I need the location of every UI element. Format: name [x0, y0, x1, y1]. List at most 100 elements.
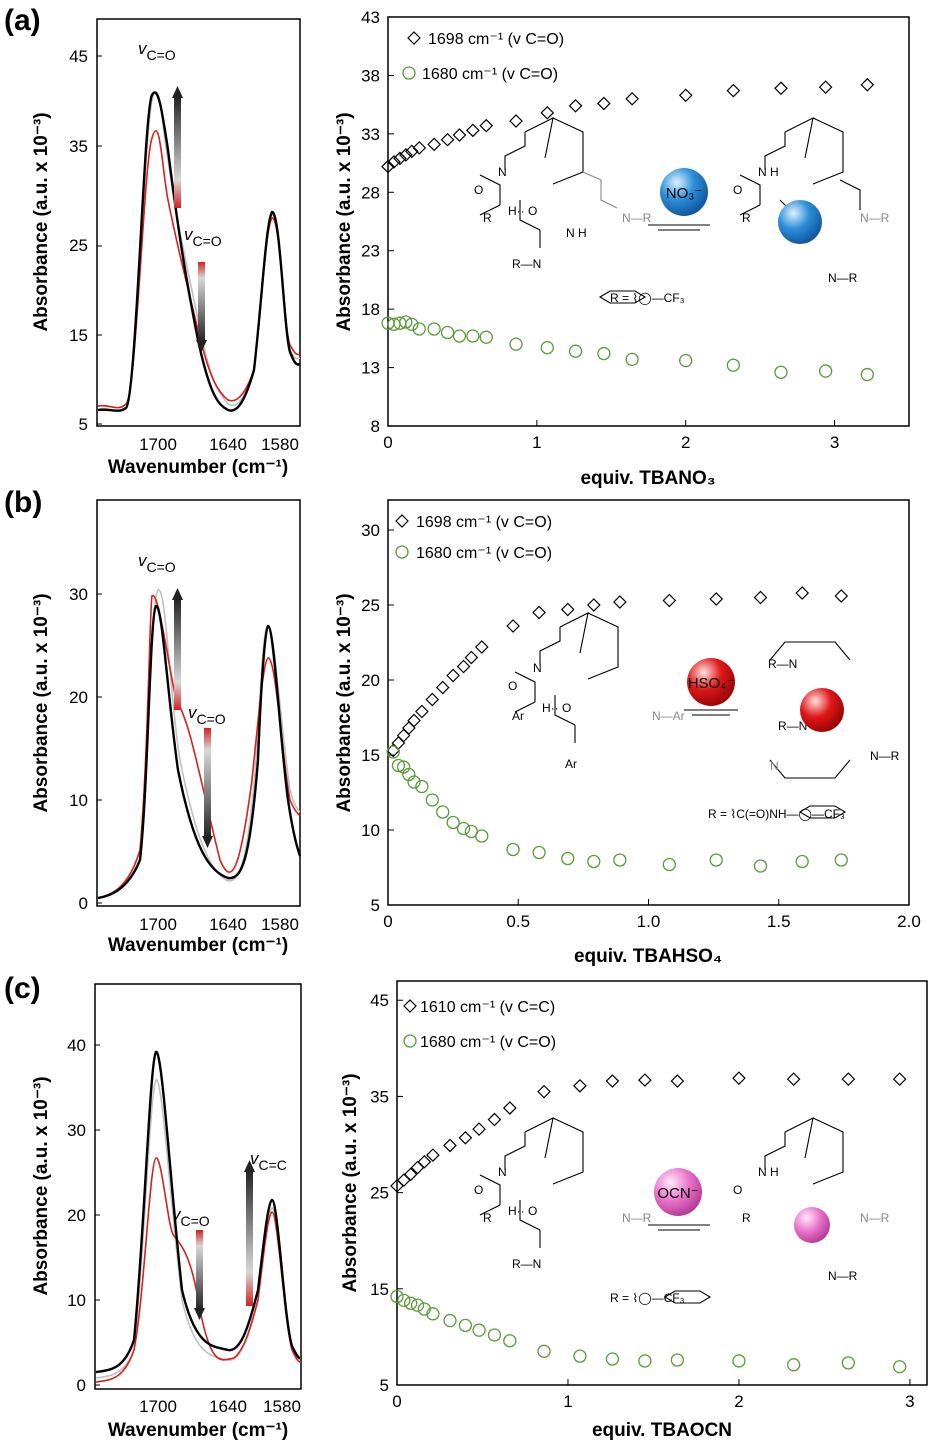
data-point-diamond — [404, 144, 419, 159]
ir-xtick-label: 1700 — [139, 435, 177, 454]
data-point-diamond — [415, 704, 429, 719]
scheme-a — [479, 117, 861, 304]
atom-label: R — [742, 1211, 751, 1225]
atom-label: R — [742, 211, 751, 225]
data-point-diamond — [393, 151, 407, 166]
atom-label: R—N — [778, 719, 807, 733]
data-point-circle — [726, 358, 740, 372]
ir-xlabel-c: Wavenumber (cm⁻¹) — [108, 1420, 288, 1441]
nu-label: vC=O — [138, 39, 176, 63]
plot-marks-a — [381, 77, 875, 382]
urea-arms-left — [479, 174, 541, 248]
data-point-circle — [561, 851, 575, 866]
data-point-diamond — [417, 1154, 432, 1169]
data-point-circle — [412, 322, 426, 336]
y-tick-label: 15 — [361, 746, 380, 765]
atom-label: Ar — [512, 709, 524, 723]
x-tick-label: 1 — [563, 1392, 572, 1411]
ir-curves-a — [97, 91, 301, 412]
data-point-circle — [774, 365, 788, 379]
ir-ytick-label: 10 — [67, 1291, 86, 1310]
data-point-circle — [475, 829, 489, 843]
ion-label-b: HSO₄⁻ — [688, 675, 735, 692]
ir-ytick-label: 20 — [67, 1206, 86, 1225]
y-tick-label: 10 — [361, 821, 380, 840]
ir-xtick-label: 1640 — [209, 1397, 247, 1416]
ir-annotations-c: vC=O vC=C — [172, 1149, 287, 1320]
ir-xtick-label: 1580 — [263, 1397, 301, 1416]
data-point-diamond — [573, 1078, 587, 1093]
scheme-labels-b: N O H·· O Ar Ar N—Ar R—N R—N N N—R R = ⌇… — [508, 657, 900, 821]
ir-xticks-a: 1700 1640 1580 — [139, 435, 299, 454]
ir-ytick-label: 20 — [69, 688, 88, 707]
data-point-circle — [456, 821, 471, 836]
ir-ytick-label: 40 — [67, 1036, 86, 1055]
data-point-circle — [458, 1318, 473, 1333]
ir-ylabel-b: Absorbance (a.u. x 10⁻³) — [31, 593, 52, 812]
data-point-diamond — [753, 590, 768, 605]
data-point-diamond — [464, 650, 479, 665]
data-point-diamond — [474, 640, 489, 654]
arrow-up-icon — [244, 1160, 255, 1172]
data-point-circle — [753, 859, 768, 873]
x-tick-label: 1.5 — [767, 912, 791, 931]
panel-label-a: (a) — [4, 4, 41, 37]
atom-label: R — [483, 1211, 492, 1225]
data-point-circle — [860, 367, 874, 382]
ir-spectrum-b: Absorbance (a.u. x 10⁻³) Wavenumber (cm⁻… — [31, 499, 302, 956]
x-tick-label: 0.5 — [506, 912, 530, 931]
atom-label: R — [483, 211, 492, 225]
legend-a: 1698 cm⁻¹ (v C=O) 1680 cm⁻¹ (v C=O) — [402, 31, 564, 83]
data-point-circle — [405, 317, 419, 331]
urea-arms-left — [479, 1174, 541, 1248]
data-point-diamond — [425, 692, 440, 707]
y-tick-label: 15 — [370, 1280, 389, 1299]
plot-ticks-b: 0 0.5 1.0 1.5 2.0 5 10 15 20 25 30 — [361, 521, 921, 931]
ir-yticks-c: 0 10 20 30 40 — [67, 1036, 100, 1395]
data-point-circle — [540, 341, 554, 355]
data-point-circle — [509, 337, 523, 351]
atom-label: N — [533, 661, 542, 675]
ir-ytick-label: 30 — [67, 1121, 86, 1140]
data-point-circle — [638, 1354, 652, 1368]
data-point-diamond — [586, 598, 601, 612]
nu-label: vC=O — [138, 551, 176, 575]
urea-arm-grey — [582, 171, 618, 209]
scheme-b — [514, 612, 851, 819]
data-point-diamond — [506, 619, 520, 633]
data-point-diamond — [818, 80, 833, 94]
legend-label: 1610 cm⁻¹ (v C=C) — [420, 999, 555, 1016]
data-point-diamond — [834, 589, 849, 603]
ir-annotations-b: vC=O vC=O — [138, 551, 226, 848]
data-point-diamond — [427, 137, 441, 152]
scheme-labels-c: N O H·· O R R—N N—R N H O R N—R N—R R = … — [474, 1165, 890, 1305]
bound-no3-ion-icon — [778, 200, 822, 244]
data-point-circle — [537, 1344, 551, 1358]
data-point-circle — [818, 364, 833, 378]
x-tick-label: 1.0 — [637, 912, 661, 931]
data-point-circle — [679, 353, 693, 368]
legend-diamond-icon — [395, 514, 409, 528]
atom-label: N — [498, 165, 507, 179]
macrocycle-right — [764, 117, 844, 185]
y-tick-label: 38 — [361, 66, 380, 85]
legend-b: 1698 cm⁻¹ (v C=O) 1680 cm⁻¹ (v C=O) — [395, 514, 552, 562]
data-point-circle — [503, 1334, 517, 1348]
ir-xtick-label: 1700 — [139, 915, 177, 934]
ir-ytick-label: 30 — [69, 585, 88, 604]
r-group-label: R = ⌇◯—CF₃ — [610, 291, 685, 305]
data-point-circle — [487, 1328, 502, 1342]
y-tick-label: 30 — [361, 521, 380, 540]
plot-frame-c — [396, 980, 928, 1386]
data-point-circle — [597, 346, 611, 361]
arrow-up-icon — [172, 86, 183, 98]
x-tick-label: 0 — [383, 912, 392, 931]
bound-macrocycle — [769, 641, 851, 779]
hso4-ion-icon — [687, 658, 735, 706]
nu-label: vC=O — [172, 1205, 210, 1229]
ir-spectrum-a: Absorbance (a.u. x 10⁻³) Wavenumber (cm⁻… — [31, 18, 301, 478]
ir-ylabel-c: Absorbance (a.u. x 10⁻³) — [31, 1076, 52, 1295]
data-point-circle — [605, 1352, 620, 1366]
data-point-diamond — [625, 91, 639, 106]
